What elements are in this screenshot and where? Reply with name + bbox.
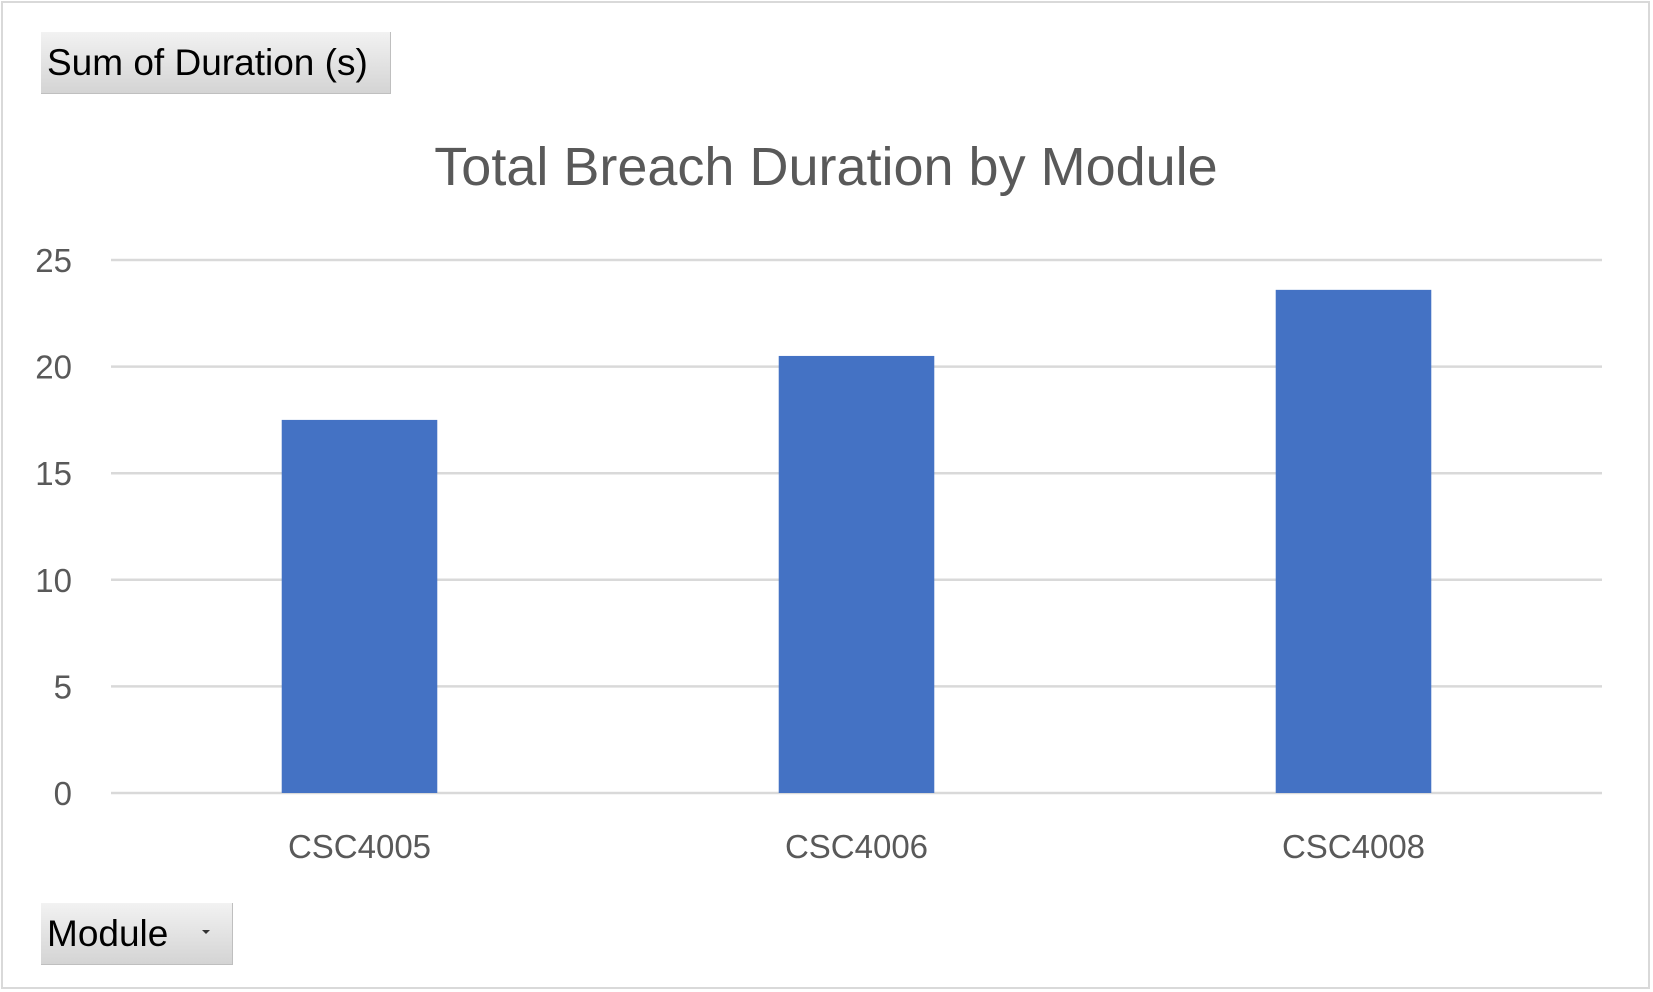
bar-CSC4005[interactable] [281, 419, 438, 793]
chevron-down-icon[interactable] [202, 930, 210, 934]
axis-field-button[interactable]: Module [41, 903, 233, 965]
value-field-button[interactable]: Sum of Duration (s) [41, 32, 391, 94]
y-axis-ticks: 0 5 10 15 20 25 [35, 242, 72, 812]
chart-title: Total Breach Duration by Module [434, 137, 1217, 197]
x-category-label: CSC4005 [288, 828, 431, 865]
bar-CSC4006[interactable] [778, 355, 935, 793]
y-tick-label: 0 [54, 775, 72, 812]
y-tick-label: 15 [35, 455, 72, 492]
axis-field-label: Module [47, 913, 169, 954]
y-tick-label: 25 [35, 242, 72, 279]
y-tick-label: 5 [54, 668, 72, 705]
bar-CSC4008[interactable] [1275, 289, 1432, 793]
y-tick-label: 20 [35, 349, 72, 386]
x-axis-labels: CSC4005 CSC4006 CSC4008 [288, 828, 1425, 865]
y-tick-label: 10 [35, 562, 72, 599]
bars [281, 289, 1432, 793]
x-category-label: CSC4008 [1282, 828, 1425, 865]
x-category-label: CSC4006 [785, 828, 928, 865]
